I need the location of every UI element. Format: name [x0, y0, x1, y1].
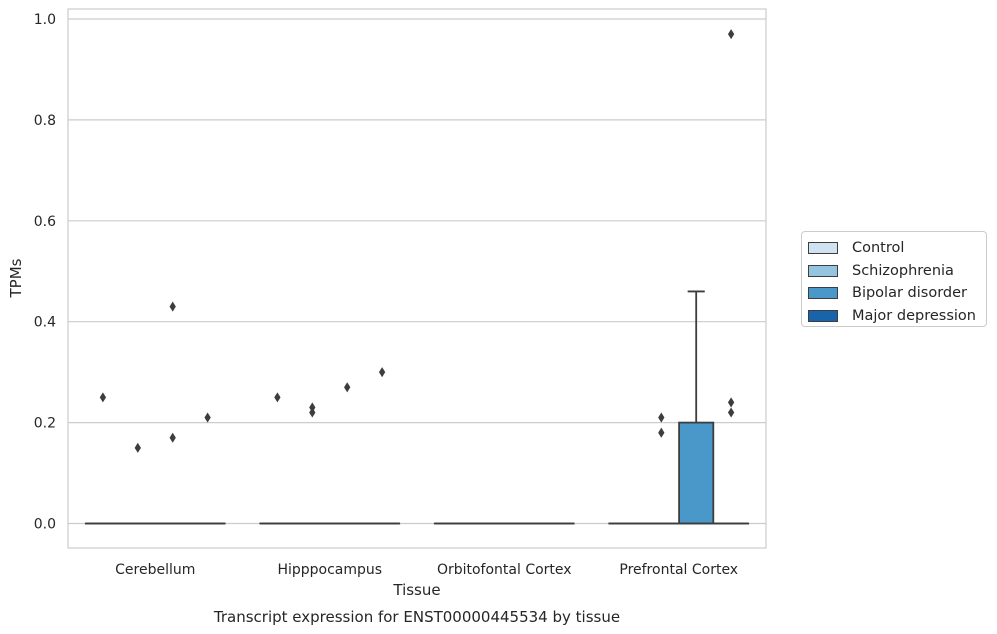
y-tick-label: 0.4 [34, 315, 56, 331]
legend-swatch [808, 264, 838, 277]
legend-swatch [808, 242, 838, 255]
x-axis-label: Tissue [392, 581, 440, 599]
x-tick-labels: Cerebellum Hipppocampus Orbitofontal Corte… [115, 562, 738, 578]
outlier-point [309, 402, 316, 413]
outlier-point [169, 301, 176, 312]
outlier-point [204, 412, 211, 423]
y-tick-label: 0.0 [34, 517, 56, 533]
outlier-point [658, 427, 665, 438]
legend-item-control: Control [808, 237, 986, 260]
legend-item-major-depression: Major depression [808, 305, 986, 328]
legend-item-schizophrenia: Schizophrenia [808, 260, 986, 283]
y-gridlines [68, 18, 766, 525]
y-tick-label: 0.2 [34, 416, 56, 432]
outlier-point [169, 432, 176, 443]
chart-title: Transcript expression for ENST0000044553… [213, 608, 620, 626]
outlier-point [309, 407, 316, 418]
outlier-point [658, 412, 665, 423]
y-tick-labels: 0.0 0.2 0.4 0.6 0.8 1.0 [34, 12, 56, 533]
box-rect [678, 421, 715, 525]
y-tick-label: 0.6 [34, 214, 56, 230]
boxes [84, 290, 750, 525]
outlier-points [99, 29, 735, 453]
outlier-point [727, 29, 735, 40]
legend-label: Bipolar disorder [852, 285, 967, 302]
x-tick-label: Hipppocampus [277, 562, 382, 578]
legend-label: Major depression [852, 307, 976, 324]
legend: Control Schizophrenia Bipolar disorder M… [801, 231, 987, 327]
outlier-point [274, 392, 281, 403]
outlier-point [99, 392, 107, 403]
y-tick-label: 1.0 [34, 12, 56, 28]
plot-area-frame [67, 8, 767, 549]
legend-item-bipolar-disorder: Bipolar disorder [808, 282, 986, 305]
legend-swatch [808, 287, 838, 300]
x-tick-label: Cerebellum [115, 562, 195, 578]
outlier-point [344, 382, 351, 393]
legend-label: Schizophrenia [852, 262, 954, 279]
x-tick-label: Prefrontal Cortex [619, 562, 738, 578]
outlier-point [727, 407, 735, 418]
outlier-point [134, 442, 141, 453]
outlier-point [378, 367, 386, 378]
box-bipolar-disorder [678, 290, 715, 525]
legend-label: Control [852, 240, 905, 257]
legend-swatch [808, 309, 838, 322]
outlier-point [727, 397, 735, 408]
y-tick-label: 0.8 [34, 113, 56, 129]
x-tick-label: Orbitofontal Cortex [437, 562, 572, 578]
y-axis-label: TPMs [7, 258, 25, 298]
